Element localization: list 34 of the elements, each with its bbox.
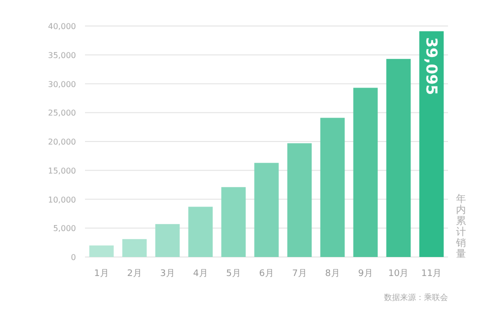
y-axis-title: 年内累计销量 [455,193,466,260]
x-tick-label: 10月 [388,269,409,279]
y-tick-label: 0 [70,253,76,262]
y-tick-label: 40,000 [48,22,76,31]
bar [254,162,279,257]
bar [287,143,312,257]
x-tick-label: 7月 [292,269,307,279]
data-label: 39,095 [422,37,440,96]
x-tick-label: 8月 [325,269,340,279]
y-tick-label: 30,000 [48,80,76,89]
bar [122,239,147,257]
bar [419,31,444,257]
y-tick-label: 25,000 [48,108,76,118]
x-tick-label: 3月 [160,269,175,279]
y-tick-label: 15,000 [48,166,76,176]
bar [155,224,180,257]
y-tick-label: 10,000 [48,195,76,204]
bar [386,58,411,257]
x-tick-label: 5月 [226,269,241,279]
y-tick-label: 20,000 [48,138,76,146]
x-tick-label: 6月 [259,269,274,279]
x-tick-label: 9月 [358,269,373,279]
bar [188,206,213,257]
bar [320,118,345,257]
x-tick-label: 2月 [127,269,142,279]
source-note: 数据来源：乘联会 [384,293,448,302]
bar [221,187,246,257]
y-tick-label: 5,000 [53,224,76,234]
x-tick-label: 1月 [94,269,109,279]
bar [353,88,378,257]
x-tick-label: 11月 [421,269,442,279]
bar [89,245,114,257]
y-tick-label: 35,000 [48,50,76,60]
x-tick-label: 4月 [193,269,208,279]
